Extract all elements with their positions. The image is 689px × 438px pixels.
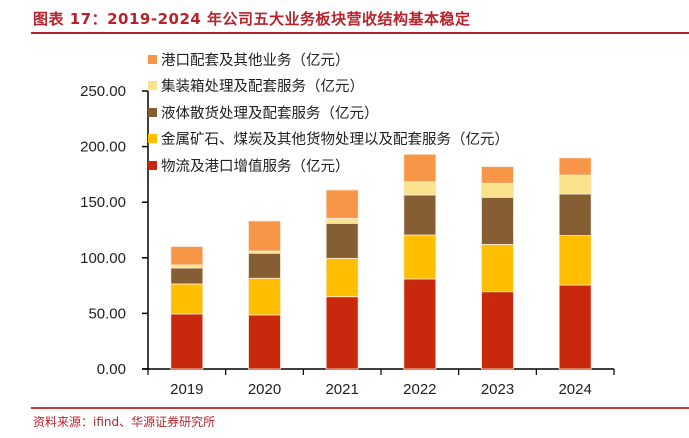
bar-stack-2023 <box>481 166 514 370</box>
legend-label: 物流及港口增值服务（亿元） <box>161 158 350 175</box>
bar-segment-2024-series-4 <box>558 157 592 176</box>
bar-segment-2023-series-3 <box>481 182 514 198</box>
bar-segment-2022-series-2 <box>403 194 437 236</box>
bar-segment-2020-series-2 <box>248 252 281 279</box>
chart-title: 图表 17：2019-2024 年公司五大业务板块营收结构基本稳定 <box>33 10 471 28</box>
bar-stack-2021 <box>325 189 359 370</box>
y-tick-label: 0.00 <box>97 361 126 378</box>
bar-segment-2021-series-4 <box>325 189 359 219</box>
source-note: 资料来源：ifind、华源证券研究所 <box>33 415 216 429</box>
legend-label: 液体散货处理及配套服务（亿元） <box>161 105 379 122</box>
bar-segment-2020-series-4 <box>248 220 281 252</box>
bar-stack-2022 <box>403 153 437 370</box>
legend: 港口配套及其他业务（亿元） 集装箱处理及配套服务（亿元） 液体散货处理及配套服务（亿… <box>148 46 509 179</box>
x-tick-label: 2023 <box>481 381 514 398</box>
title-divider <box>31 32 689 34</box>
y-tick-label: 150.00 <box>80 194 126 211</box>
bar-segment-2021-series-0 <box>325 296 359 370</box>
bar-segment-2024-series-1 <box>558 235 592 286</box>
bar-segment-2023-series-1 <box>481 244 514 293</box>
legend-item: 物流及港口增值服务（亿元） <box>148 152 509 179</box>
x-tick-label: 2024 <box>558 381 591 398</box>
legend-item: 港口配套及其他业务（亿元） <box>148 46 509 73</box>
footer-divider <box>31 407 689 409</box>
bar-segment-2023-series-2 <box>481 196 514 245</box>
y-tick-label: 100.00 <box>80 250 126 267</box>
bar-stack-2024 <box>558 157 592 370</box>
legend-item: 液体散货处理及配套服务（亿元） <box>148 99 509 126</box>
legend-item: 集装箱处理及配套服务（亿元） <box>148 73 509 100</box>
bar-segment-2020-series-1 <box>248 277 281 316</box>
bar-stack-2020 <box>248 220 281 370</box>
bar-segment-2022-series-4 <box>403 153 437 183</box>
bar-segment-2019-series-3 <box>170 264 204 269</box>
y-axis: 0.00 50.00 100.00 150.00 200.00 250.00 <box>80 83 149 378</box>
x-tick-label: 2019 <box>170 381 203 398</box>
x-tick-label: 2021 <box>325 381 358 398</box>
x-tick-label: 2020 <box>248 381 281 398</box>
legend-item: 金属矿石、煤炭及其他货物处理以及配套服务（亿元） <box>148 126 509 153</box>
bar-segment-2022-series-0 <box>403 278 437 370</box>
bar-segment-2019-series-2 <box>170 267 204 285</box>
bar-segment-2019-series-4 <box>170 246 204 266</box>
legend-label: 集装箱处理及配套服务（亿元） <box>161 79 364 96</box>
y-tick-label: 200.00 <box>80 139 126 156</box>
bar-segment-2021-series-3 <box>325 217 359 224</box>
legend-swatch <box>148 54 157 64</box>
legend-swatch <box>148 107 157 117</box>
bar-segment-2021-series-1 <box>325 257 359 298</box>
bar-segment-2024-series-2 <box>558 193 592 236</box>
legend-label: 金属矿石、煤炭及其他货物处理以及配套服务（亿元） <box>161 132 509 149</box>
legend-label: 港口配套及其他业务（亿元） <box>161 52 350 69</box>
bar-segment-2024-series-3 <box>558 174 592 195</box>
bars-group <box>170 153 592 370</box>
legend-swatch <box>148 160 157 170</box>
bar-segment-2020-series-0 <box>248 314 281 370</box>
bar-segment-2022-series-1 <box>403 234 437 280</box>
x-axis: 2019 2020 2021 2022 2023 2024 <box>142 368 615 398</box>
bar-segment-2023-series-0 <box>481 291 514 370</box>
x-tick-label: 2022 <box>403 381 436 398</box>
bar-segment-2019-series-0 <box>170 313 204 370</box>
bar-segment-2023-series-4 <box>481 166 514 184</box>
bar-segment-2022-series-3 <box>403 181 437 196</box>
bar-segment-2019-series-1 <box>170 283 204 315</box>
legend-swatch <box>148 134 157 144</box>
legend-swatch <box>148 81 157 91</box>
bar-segment-2024-series-0 <box>558 284 592 370</box>
y-tick-label: 50.00 <box>88 305 126 322</box>
bar-segment-2021-series-2 <box>325 222 359 259</box>
y-tick-label: 250.00 <box>80 83 126 100</box>
bar-stack-2019 <box>170 246 204 370</box>
